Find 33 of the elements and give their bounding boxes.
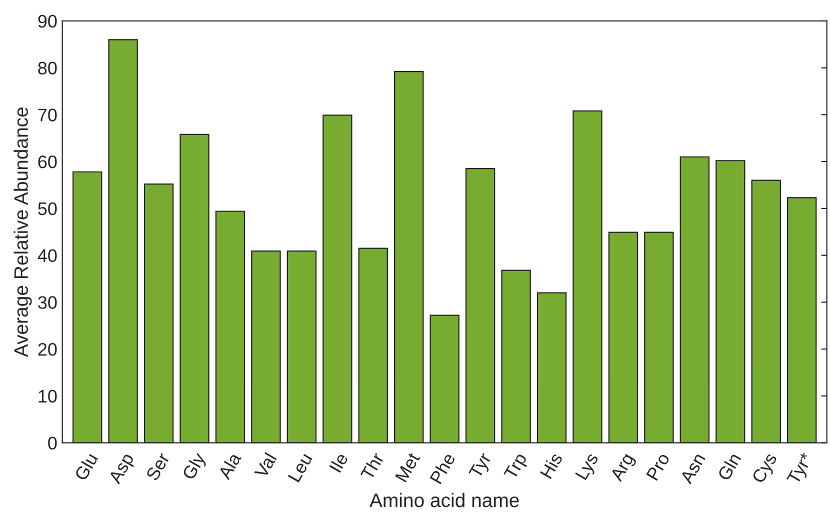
x-tick-label: Phe: [429, 452, 456, 484]
y-axis-title: Average Relative Abundance: [14, 108, 32, 358]
y-tick-label: 40: [38, 249, 57, 262]
x-tick-label: Tyr: [468, 452, 495, 481]
y-tick-label: 30: [38, 296, 57, 309]
x-tick-label: Arg: [610, 452, 638, 484]
x-tick-label: His: [539, 452, 563, 480]
x-tick-label: Trp: [504, 452, 530, 482]
x-tick-label: Asn: [680, 452, 706, 485]
x-tick-label: Lys: [575, 452, 602, 482]
x-tick-label: Gln: [716, 452, 742, 482]
y-tick-label: 70: [38, 108, 57, 122]
x-axis-title: Amino acid name: [370, 492, 519, 508]
x-tick-label: Cys: [751, 452, 780, 486]
y-tick-label: 50: [38, 202, 57, 216]
x-tick-label: Tyr*: [786, 452, 816, 487]
x-tick-label: Met: [395, 452, 420, 483]
x-tick-label: Thr: [360, 451, 384, 481]
x-tick-label: Ala: [217, 451, 242, 480]
x-tick-label: Ser: [146, 452, 170, 482]
x-tick-label: Val: [254, 452, 277, 480]
y-tick-label: 80: [38, 62, 57, 75]
x-tick-label: Gly: [181, 451, 210, 482]
y-tick-label: 0: [48, 436, 57, 450]
y-tick-label: 20: [38, 342, 57, 356]
x-tick-label: Glu: [74, 452, 98, 482]
y-tick-label: 90: [38, 14, 57, 28]
x-tick-label: Pro: [646, 452, 670, 481]
y-tick-label: 60: [38, 156, 57, 168]
y-tick-label: 10: [38, 390, 57, 403]
x-tick-label: Asp: [108, 452, 138, 486]
x-tick-label: Ile: [328, 452, 348, 473]
x-tick-label: Leu: [288, 452, 313, 483]
